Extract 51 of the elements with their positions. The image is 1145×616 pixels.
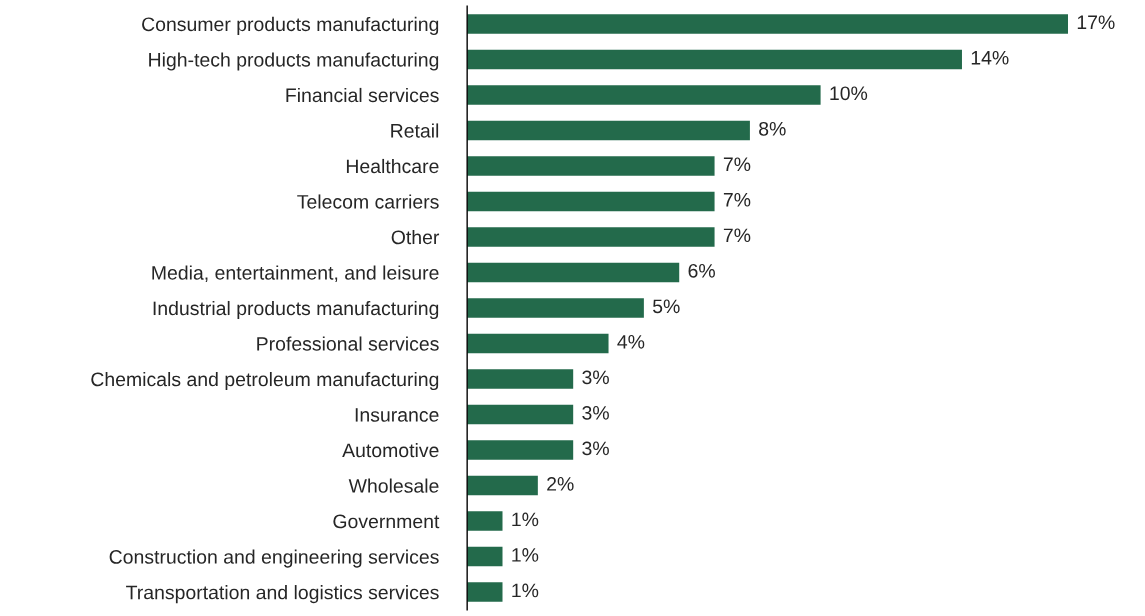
bar: [467, 404, 574, 425]
bar: [467, 120, 750, 141]
bar: [467, 49, 962, 70]
y-tick-label: High-tech products manufacturing: [149, 52, 439, 71]
y-tick-label: Telecom carriers: [297, 194, 439, 209]
y-tick-label: Automotive: [342, 443, 439, 458]
data-label: 1%: [512, 583, 539, 598]
y-tick-label: Professional services: [257, 336, 439, 351]
data-label: 14%: [971, 50, 1009, 65]
y-tick-label: Financial services: [286, 87, 439, 103]
bar: [467, 475, 538, 496]
data-label: 10%: [830, 86, 868, 101]
data-label: 8%: [759, 121, 786, 136]
bar: [467, 369, 574, 389]
bar: [467, 511, 503, 531]
bar: [467, 85, 821, 105]
y-tick-label: Other: [391, 229, 440, 245]
bar: [467, 440, 574, 460]
y-tick-label: Consumer products manufacturing: [142, 16, 439, 35]
data-label: 7%: [723, 157, 751, 172]
y-tick-label: Wholesale: [348, 478, 439, 493]
bar: [467, 156, 715, 176]
bar: [467, 333, 609, 354]
data-label: 17%: [1077, 15, 1115, 30]
y-tick-label: Construction and engineering services: [109, 549, 439, 568]
data-label: 3%: [582, 405, 609, 420]
y-tick-label: Media, entertainment, and leisure: [152, 265, 439, 283]
bar: [467, 546, 503, 567]
y-tick-label: Transportation and logistics services: [126, 585, 439, 604]
data-label: 2%: [547, 477, 574, 491]
bar: [467, 191, 715, 212]
data-label: 5%: [652, 299, 680, 314]
y-tick-label: Government: [333, 514, 440, 529]
data-label: 1%: [512, 548, 539, 562]
bar: [467, 582, 503, 602]
y-tick-label: Healthcare: [346, 158, 439, 174]
data-label: 7%: [723, 228, 751, 243]
bar: [467, 262, 680, 283]
data-label: 1%: [512, 512, 539, 527]
data-label: 4%: [617, 335, 645, 349]
data-label: 7%: [723, 193, 751, 207]
bar: [467, 227, 715, 247]
data-label: 3%: [582, 370, 609, 385]
y-tick-label: Insurance: [355, 408, 439, 422]
y-tick-label: Chemicals and petroleum manufacturing: [91, 371, 439, 391]
y-tick-label: Retail: [391, 123, 439, 138]
y-tick-label: Industrial products manufacturing: [153, 300, 439, 320]
data-label: 3%: [582, 441, 609, 456]
bar: [467, 14, 1068, 34]
data-label: 6%: [688, 263, 715, 278]
bar: [467, 298, 644, 318]
